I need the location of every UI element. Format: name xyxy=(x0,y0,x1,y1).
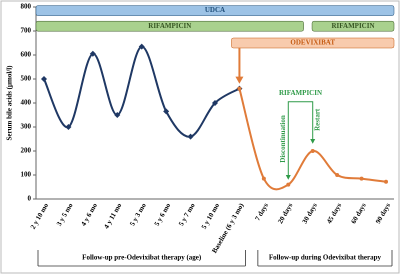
therapy-bar xyxy=(35,20,304,32)
y-axis-label: Serum bile acids (µmol/l) xyxy=(6,65,14,141)
y-tick-label: 600 xyxy=(21,51,32,59)
y-tick-label: 500 xyxy=(21,75,32,83)
period-label: Follow-up pre-Odevixibat therapy (age) xyxy=(82,254,202,262)
therapy-bar xyxy=(231,37,395,49)
point xyxy=(261,176,266,181)
y-tick-label: 400 xyxy=(21,99,32,107)
therapy-bar xyxy=(35,5,395,16)
point xyxy=(237,86,242,91)
therapy-label: UDCA xyxy=(205,6,225,14)
y-tick-label: 100 xyxy=(21,171,32,179)
series-line xyxy=(43,45,240,138)
point xyxy=(138,43,145,50)
point xyxy=(310,149,315,153)
note-stop: Discontinuation xyxy=(279,115,287,163)
therapy-label: ODEVIXIBAT xyxy=(290,39,335,47)
point xyxy=(89,50,96,57)
point xyxy=(163,108,170,115)
note-title: RIFAMPICIN xyxy=(279,89,322,97)
note-restart: Restart xyxy=(313,108,321,131)
y-tick-label: 800 xyxy=(21,3,32,11)
point xyxy=(212,100,218,106)
y-tick-label: 300 xyxy=(21,123,32,131)
period-bracket xyxy=(257,250,393,267)
y-tick-label: 700 xyxy=(21,27,32,35)
period-bracket xyxy=(37,250,246,267)
point xyxy=(41,76,47,82)
therapy-bar xyxy=(311,20,395,32)
start-arrowhead xyxy=(235,76,244,84)
point xyxy=(187,133,194,140)
period-label: Follow-up during Odevixibat therapy xyxy=(269,254,382,262)
note-bracket xyxy=(287,101,314,178)
note-arrow xyxy=(285,139,316,180)
point xyxy=(65,124,72,130)
point xyxy=(384,179,388,184)
y-tick-label: 200 xyxy=(21,147,32,155)
point xyxy=(359,176,364,181)
therapy-label: RIFAMPICIN xyxy=(148,22,191,30)
point xyxy=(335,173,340,177)
y-tick-label: 0 xyxy=(28,195,32,203)
therapy-label: RIFAMPICIN xyxy=(331,22,374,30)
point xyxy=(286,182,291,187)
point xyxy=(114,112,121,118)
